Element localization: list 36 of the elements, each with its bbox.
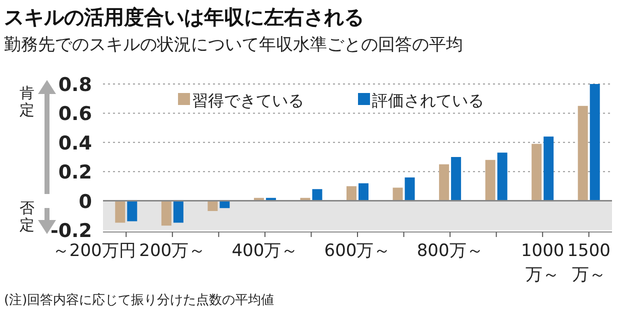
x-tick-label: 1500万～ <box>567 241 610 285</box>
bar <box>544 136 554 201</box>
chart-title: スキルの活用度合いは年収に左右される <box>4 5 364 29</box>
x-tick-label: 200万～ <box>139 241 206 261</box>
bar <box>208 200 218 212</box>
y-tick-label: 0.8 <box>58 74 92 96</box>
bar <box>173 200 184 223</box>
x-tick-label: 1000万～ <box>520 241 564 285</box>
text: (注)回答内容に応じて振り分けた点数の平均値 <box>4 292 274 308</box>
text: 否定 <box>20 199 34 234</box>
x-tick-label: 800万～ <box>416 241 484 261</box>
bar <box>497 152 508 201</box>
bar <box>115 200 126 223</box>
bar <box>392 188 403 201</box>
bar <box>127 200 138 222</box>
y-tick-label: 0.4 <box>58 132 92 154</box>
y-tick-label: 0.2 <box>58 162 92 184</box>
y-tick-label: -0.2 <box>50 220 92 242</box>
x-tick-label: ～200万円 <box>52 241 136 261</box>
x-tick-label: 400万～ <box>232 241 298 261</box>
bar <box>451 157 462 201</box>
x-tick-label: 600万～ <box>324 241 391 261</box>
bar <box>358 183 368 201</box>
bar <box>590 84 600 201</box>
bar <box>532 144 542 201</box>
bar <box>161 200 172 226</box>
bar <box>346 186 356 201</box>
chart-subtitle: 勤務先でのスキルの状況について年収水準ごとの回答の平均 <box>4 35 463 55</box>
bar <box>578 106 588 201</box>
bar <box>404 177 415 201</box>
text: 肯定 <box>20 84 34 119</box>
y-tick-label: 0 <box>78 190 92 213</box>
bar <box>312 189 322 201</box>
bar <box>439 164 450 201</box>
bar <box>485 160 496 201</box>
y-tick-label: 0.6 <box>58 103 92 126</box>
